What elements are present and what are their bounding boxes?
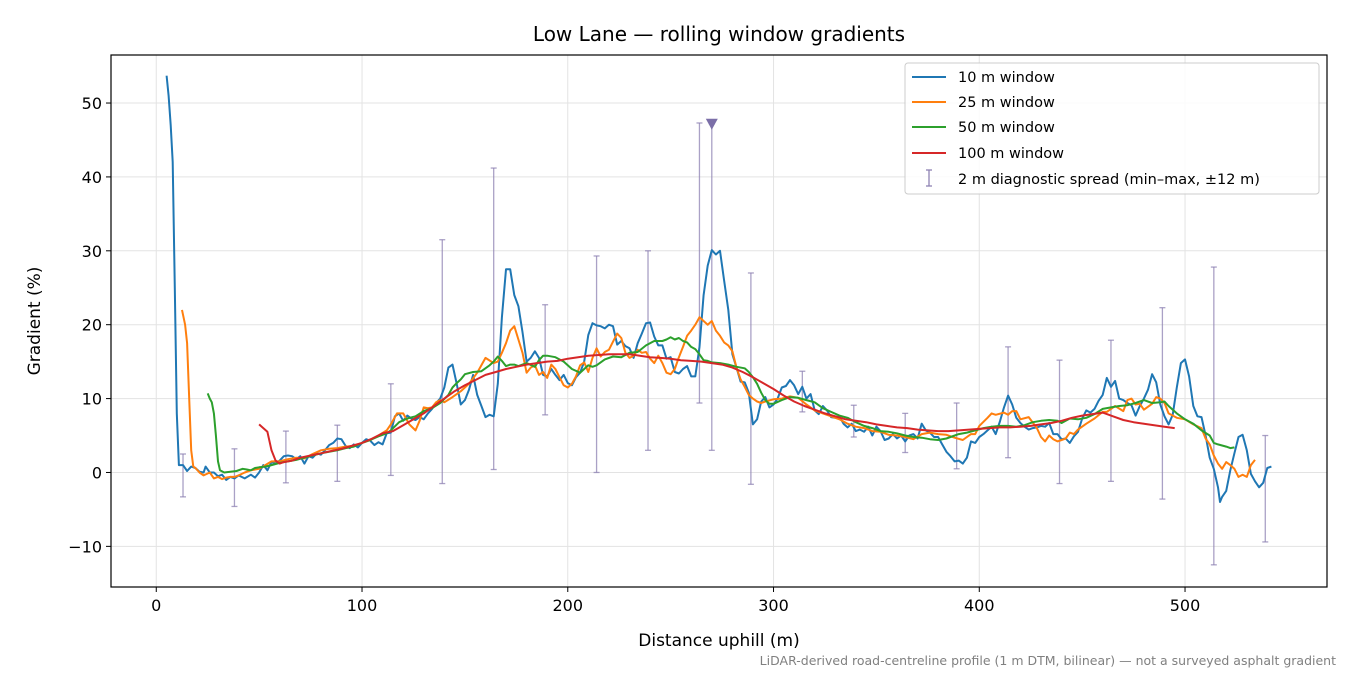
- x-tick-label: 200: [552, 596, 583, 615]
- x-tick-label: 300: [758, 596, 789, 615]
- series-line-2: [206, 336, 1235, 474]
- spread-bar: [1210, 266, 1217, 566]
- y-tick-label: 40: [82, 168, 102, 187]
- legend: 10 m window 25 m window 50 m window 100 …: [904, 62, 1320, 195]
- spread-bar: [953, 402, 960, 470]
- legend-label-spread: 2 m diagnostic spread (min–max, ±12 m): [958, 172, 1260, 188]
- spread-bar: [334, 424, 341, 482]
- spread-bar: [439, 239, 446, 485]
- series-line-3: [258, 353, 1175, 465]
- y-tick-label: −10: [68, 537, 102, 556]
- legend-label-50m: 50 m window: [958, 120, 1055, 136]
- y-tick-label: 20: [82, 316, 102, 335]
- legend-label-25m: 25 m window: [958, 95, 1055, 111]
- y-tick-label: 30: [82, 242, 102, 261]
- spread-bar: [645, 250, 652, 451]
- spread-bar: [180, 453, 187, 498]
- series-line-0: [165, 75, 1272, 503]
- x-tick-label: 100: [347, 596, 378, 615]
- y-tick-label: 10: [82, 390, 102, 409]
- max-spread-marker: [705, 118, 718, 130]
- spread-bar: [490, 167, 497, 471]
- footnote: LiDAR-derived road-centreline profile (1…: [760, 653, 1336, 668]
- legend-swatch-spread: [926, 169, 932, 187]
- x-tick-label: 0: [151, 596, 161, 615]
- y-tick-label: 50: [82, 94, 102, 113]
- spread-bar: [696, 122, 703, 404]
- chart-title: Low Lane — rolling window gradients: [533, 22, 905, 46]
- spread-bar: [1159, 307, 1166, 500]
- spread-bar: [747, 272, 754, 485]
- spread-bar: [1005, 346, 1012, 459]
- plot-area: [165, 75, 1272, 566]
- spread-bar: [542, 304, 549, 416]
- spread-bar: [902, 412, 909, 454]
- y-axis-label: Gradient (%): [25, 267, 45, 376]
- legend-box: [904, 62, 1320, 195]
- spread-bar: [1262, 434, 1269, 543]
- x-axis-label: Distance uphill (m): [638, 631, 799, 651]
- legend-label-10m: 10 m window: [958, 70, 1055, 86]
- x-tick-label: 400: [964, 596, 995, 615]
- plot-frame: [110, 54, 1328, 588]
- axis-ticks: 0 100 200 300 400 500 −10 0 10 20 30 40 50: [68, 94, 1200, 615]
- y-tick-label: 0: [92, 463, 102, 482]
- spread-bar: [282, 430, 289, 484]
- legend-label-100m: 100 m window: [958, 146, 1064, 162]
- spread-bar: [1107, 339, 1114, 482]
- x-tick-label: 500: [1170, 596, 1201, 615]
